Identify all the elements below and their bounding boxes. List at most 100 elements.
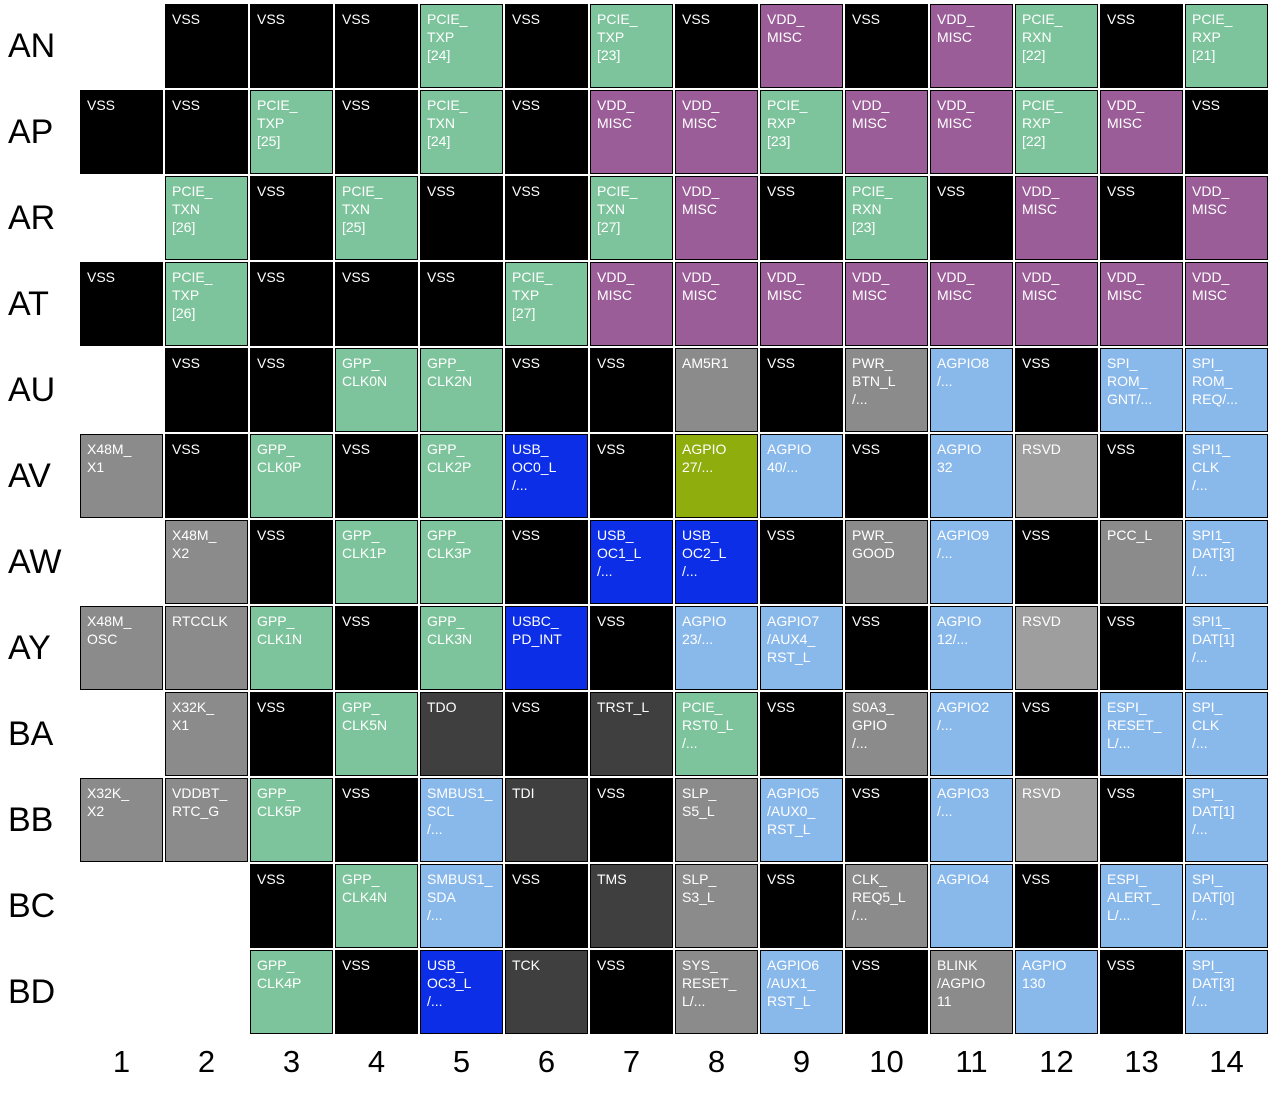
pin-cell-AY-8: AGPIO 23/... (675, 606, 758, 690)
pin-cell-AN-12: PCIE_ RXN [22] (1015, 4, 1098, 88)
col-label-14: 14 (1209, 1044, 1244, 1079)
pin-cell-AW-12: VSS (1015, 520, 1098, 604)
pin-cell-AV-7: VSS (590, 434, 673, 518)
pin-cell-BA-3: VSS (250, 692, 333, 776)
pin-cell-AT-4: VSS (335, 262, 418, 346)
pin-cell-AP-4: VSS (335, 90, 418, 174)
pin-cell-AY-11: AGPIO 12/... (930, 606, 1013, 690)
pin-cell-BD-6: TCK (505, 950, 588, 1034)
pin-cell-AV-12: RSVD (1015, 434, 1098, 518)
pin-cell-BA-2: X32K_ X1 (165, 692, 248, 776)
pin-cell-AW-11: AGPIO9 /... (930, 520, 1013, 604)
pin-cell-AU-9: VSS (760, 348, 843, 432)
pin-cell-AV-2: VSS (165, 434, 248, 518)
pin-cell-BB-10: VSS (845, 778, 928, 862)
pin-cell-AR-2: PCIE_ TXN [26] (165, 176, 248, 260)
pin-cell-AT-2: PCIE_ TXP [26] (165, 262, 248, 346)
pin-cell-AN-9: VDD_ MISC (760, 4, 843, 88)
pin-cell-AT-3: VSS (250, 262, 333, 346)
pin-cell-AR-6: VSS (505, 176, 588, 260)
pin-cell-BB-4: VSS (335, 778, 418, 862)
pin-cell-AR-11: VSS (930, 176, 1013, 260)
pin-cell-AP-12: PCIE_ RXP [22] (1015, 90, 1098, 174)
pin-cell-AP-8: VDD_ MISC (675, 90, 758, 174)
pin-cell-AP-11: VDD_ MISC (930, 90, 1013, 174)
pin-cell-AR-4: PCIE_ TXN [25] (335, 176, 418, 260)
pin-cell-AY-14: SPI1_ DAT[1] /... (1185, 606, 1268, 690)
pin-cell-AV-4: VSS (335, 434, 418, 518)
col-label-3: 3 (282, 1044, 301, 1079)
pin-cell-AP-10: VDD_ MISC (845, 90, 928, 174)
col-label-7: 7 (622, 1044, 641, 1079)
pin-cell-AW-10: PWR_ GOOD (845, 520, 928, 604)
pin-cell-AR-3: VSS (250, 176, 333, 260)
pin-cell-BC-12: VSS (1015, 864, 1098, 948)
pin-cell-AR-14: VDD_ MISC (1185, 176, 1268, 260)
pin-cell-AN-8: VSS (675, 4, 758, 88)
pin-cell-BB-6: TDI (505, 778, 588, 862)
pin-cell-AP-7: VDD_ MISC (590, 90, 673, 174)
pin-cell-AY-13: VSS (1100, 606, 1183, 690)
pin-cell-BD-10: VSS (845, 950, 928, 1034)
pin-cell-AU-6: VSS (505, 348, 588, 432)
pin-cell-AN-11: VDD_ MISC (930, 4, 1013, 88)
pin-cell-BC-14: SPI_ DAT[0] /... (1185, 864, 1268, 948)
pin-cell-AU-3: VSS (250, 348, 333, 432)
pin-cell-AU-8: AM5R1 (675, 348, 758, 432)
pin-cell-BB-12: RSVD (1015, 778, 1098, 862)
row-label-AW: AW (8, 542, 62, 581)
pin-cell-AU-4: GPP_ CLK0N (335, 348, 418, 432)
pin-cell-BA-11: AGPIO2 /... (930, 692, 1013, 776)
pin-cell-AT-1: VSS (80, 262, 163, 346)
pin-cell-AU-7: VSS (590, 348, 673, 432)
pin-cell-AV-13: VSS (1100, 434, 1183, 518)
row-label-AY: AY (8, 628, 51, 667)
row-label-BA: BA (8, 714, 54, 753)
pin-cell-BD-4: VSS (335, 950, 418, 1034)
pin-cell-AP-14: VSS (1185, 90, 1268, 174)
col-label-1: 1 (112, 1044, 131, 1079)
pin-cell-AR-12: VDD_ MISC (1015, 176, 1098, 260)
pin-cell-BB-5: SMBUS1_ SCL /... (420, 778, 503, 862)
empty-cell-AW-1 (80, 520, 163, 604)
pin-cell-AY-5: GPP_ CLK3N (420, 606, 503, 690)
pin-cell-BD-8: SYS_ RESET_ L/... (675, 950, 758, 1034)
pin-cell-BC-4: GPP_ CLK4N (335, 864, 418, 948)
row-label-BB: BB (8, 800, 54, 839)
pin-cell-AV-3: GPP_ CLK0P (250, 434, 333, 518)
pin-cell-AT-13: VDD_ MISC (1100, 262, 1183, 346)
pin-cell-AV-14: SPI1_ CLK /... (1185, 434, 1268, 518)
pin-cell-AW-13: PCC_L (1100, 520, 1183, 604)
pin-cell-AV-10: VSS (845, 434, 928, 518)
empty-cell-BC-1 (80, 864, 163, 948)
pin-cell-BA-7: TRST_L (590, 692, 673, 776)
row-label-BD: BD (8, 972, 56, 1011)
row-label-AT: AT (8, 284, 49, 323)
corner-spacer (0, 1036, 78, 1096)
pin-cell-BC-8: SLP_ S3_L (675, 864, 758, 948)
row-label-AV: AV (8, 456, 51, 495)
pin-cell-AY-9: AGPIO7 /AUX4_ RST_L (760, 606, 843, 690)
pin-cell-AR-8: VDD_ MISC (675, 176, 758, 260)
pin-cell-AU-11: AGPIO8 /... (930, 348, 1013, 432)
row-label-AP: AP (8, 112, 54, 151)
pin-cell-AT-5: VSS (420, 262, 503, 346)
col-label-11: 11 (955, 1044, 988, 1079)
col-label-8: 8 (707, 1044, 726, 1079)
col-label-13: 13 (1124, 1044, 1159, 1079)
pin-cell-AY-2: RTCCLK (165, 606, 248, 690)
pin-cell-BA-5: TDO (420, 692, 503, 776)
pin-cell-BA-6: VSS (505, 692, 588, 776)
pin-cell-AT-11: VDD_ MISC (930, 262, 1013, 346)
row-label-AU: AU (8, 370, 56, 409)
pin-cell-BC-13: ESPI_ ALERT_ L/... (1100, 864, 1183, 948)
pin-cell-AN-5: PCIE_ TXP [24] (420, 4, 503, 88)
pin-cell-AY-4: VSS (335, 606, 418, 690)
pin-cell-AV-8: AGPIO 27/... (675, 434, 758, 518)
col-label-6: 6 (537, 1044, 556, 1079)
pin-cell-BB-8: SLP_ S5_L (675, 778, 758, 862)
pin-cell-AU-2: VSS (165, 348, 248, 432)
pin-cell-AV-1: X48M_ X1 (80, 434, 163, 518)
pin-cell-BA-8: PCIE_ RST0_L /... (675, 692, 758, 776)
pin-cell-AW-5: GPP_ CLK3P (420, 520, 503, 604)
